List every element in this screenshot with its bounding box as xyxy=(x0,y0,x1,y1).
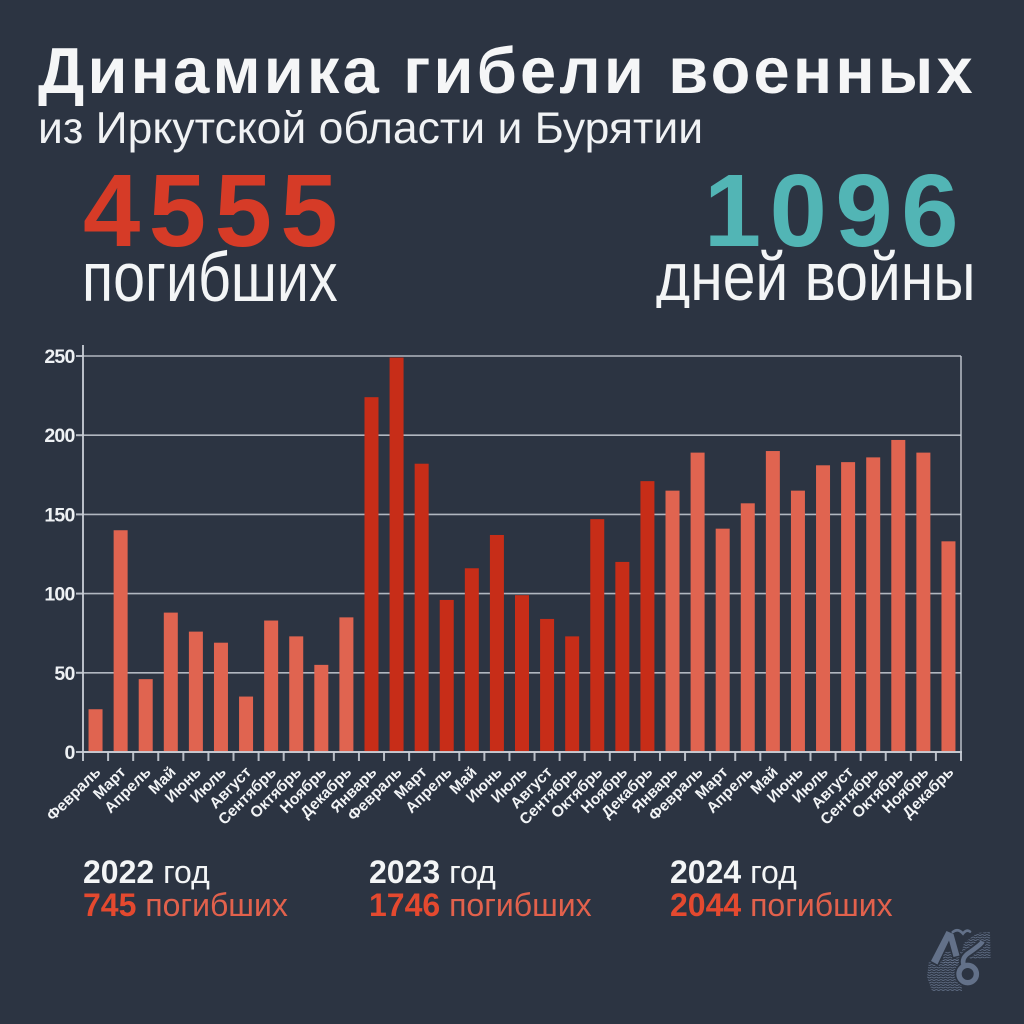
svg-text:150: 150 xyxy=(44,504,75,526)
svg-text:50: 50 xyxy=(54,663,75,685)
svg-text:200: 200 xyxy=(44,425,75,447)
svg-text:0: 0 xyxy=(64,742,75,764)
svg-text:250: 250 xyxy=(44,346,75,368)
svg-text:100: 100 xyxy=(44,584,75,606)
